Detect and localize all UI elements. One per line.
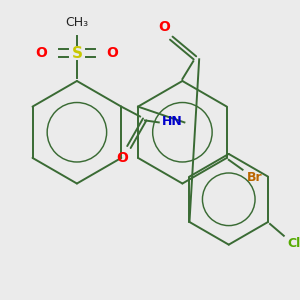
Text: Br: Br xyxy=(247,171,262,184)
Text: Cl: Cl xyxy=(287,237,300,250)
Text: S: S xyxy=(71,46,82,61)
Text: HN: HN xyxy=(162,115,183,128)
Text: O: O xyxy=(159,20,171,34)
Text: O: O xyxy=(106,46,118,60)
Text: O: O xyxy=(116,151,128,165)
Text: O: O xyxy=(35,46,47,60)
Text: CH₃: CH₃ xyxy=(65,16,88,29)
